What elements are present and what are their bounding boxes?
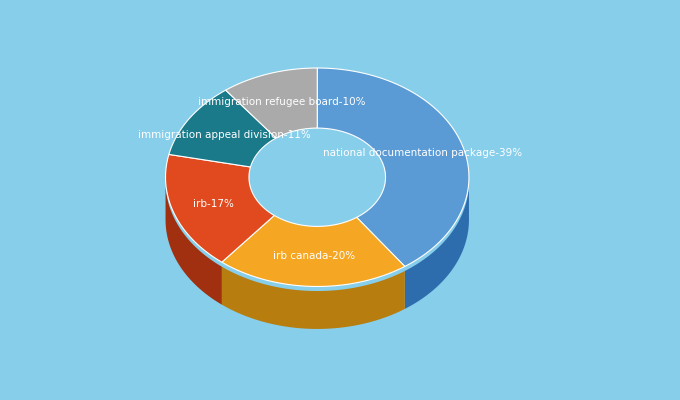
Text: irb canada-20%: irb canada-20% [273,251,355,261]
PathPatch shape [249,182,274,258]
Text: immigration refugee board-10%: immigration refugee board-10% [199,97,366,107]
Text: irb-17%: irb-17% [193,199,234,209]
PathPatch shape [226,68,318,138]
PathPatch shape [356,182,386,260]
PathPatch shape [222,267,405,329]
PathPatch shape [165,182,222,305]
PathPatch shape [274,220,356,269]
PathPatch shape [165,154,274,262]
Text: immigration appeal division-11%: immigration appeal division-11% [138,130,311,140]
PathPatch shape [405,182,469,309]
PathPatch shape [169,90,276,167]
PathPatch shape [222,216,405,286]
PathPatch shape [318,68,469,266]
Text: national documentation package-39%: national documentation package-39% [322,148,522,158]
